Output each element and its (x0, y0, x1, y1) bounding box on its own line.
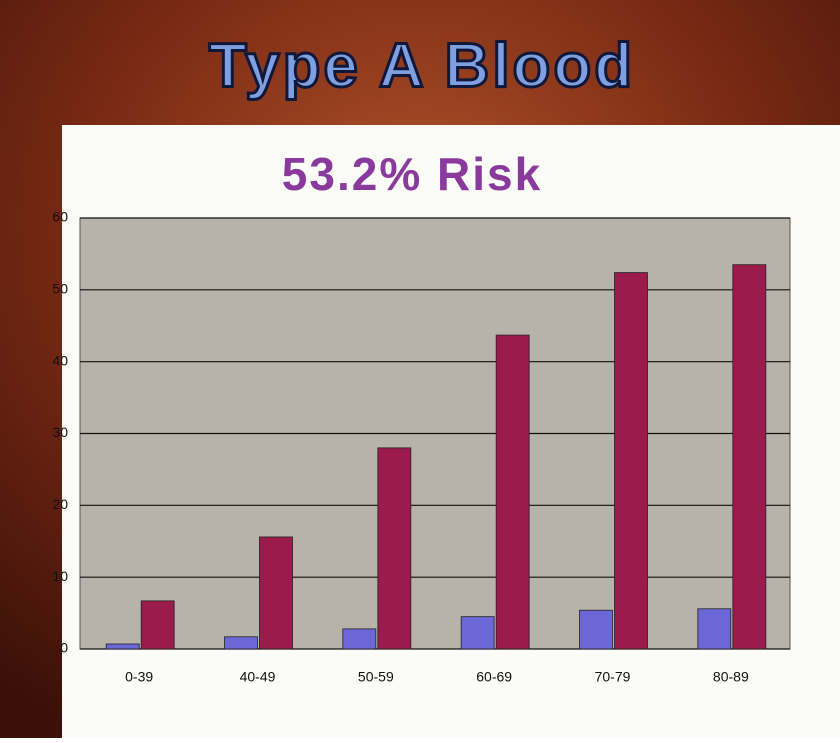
y-tick-label: 40 (52, 352, 68, 368)
y-tick-label: 30 (52, 424, 68, 440)
bar (614, 272, 648, 650)
y-tick-label: 0 (60, 640, 68, 656)
x-tick-label: 80-89 (713, 669, 749, 685)
bar (697, 608, 732, 650)
bar (460, 616, 495, 650)
bar (732, 264, 767, 650)
chart-title: Type A Blood (209, 31, 635, 100)
y-tick-label: 20 (52, 496, 68, 512)
y-tick-label: 60 (52, 209, 68, 225)
bar (342, 628, 377, 650)
bar (224, 636, 258, 650)
bar (495, 334, 530, 650)
y-tick-label: 50 (52, 281, 68, 297)
bar (105, 643, 140, 650)
bar (140, 600, 175, 650)
x-tick-label: 50-59 (358, 669, 394, 685)
bar (377, 447, 412, 650)
x-tick-label: 0-39 (125, 669, 153, 685)
y-tick-label: 10 (52, 568, 68, 584)
bar (259, 536, 293, 650)
x-tick-label: 40-49 (240, 669, 276, 685)
x-tick-label: 70-79 (595, 669, 631, 685)
bar (579, 609, 613, 650)
x-tick-label: 60-69 (476, 669, 512, 685)
chart-subtitle: 53.2% Risk (282, 148, 542, 200)
